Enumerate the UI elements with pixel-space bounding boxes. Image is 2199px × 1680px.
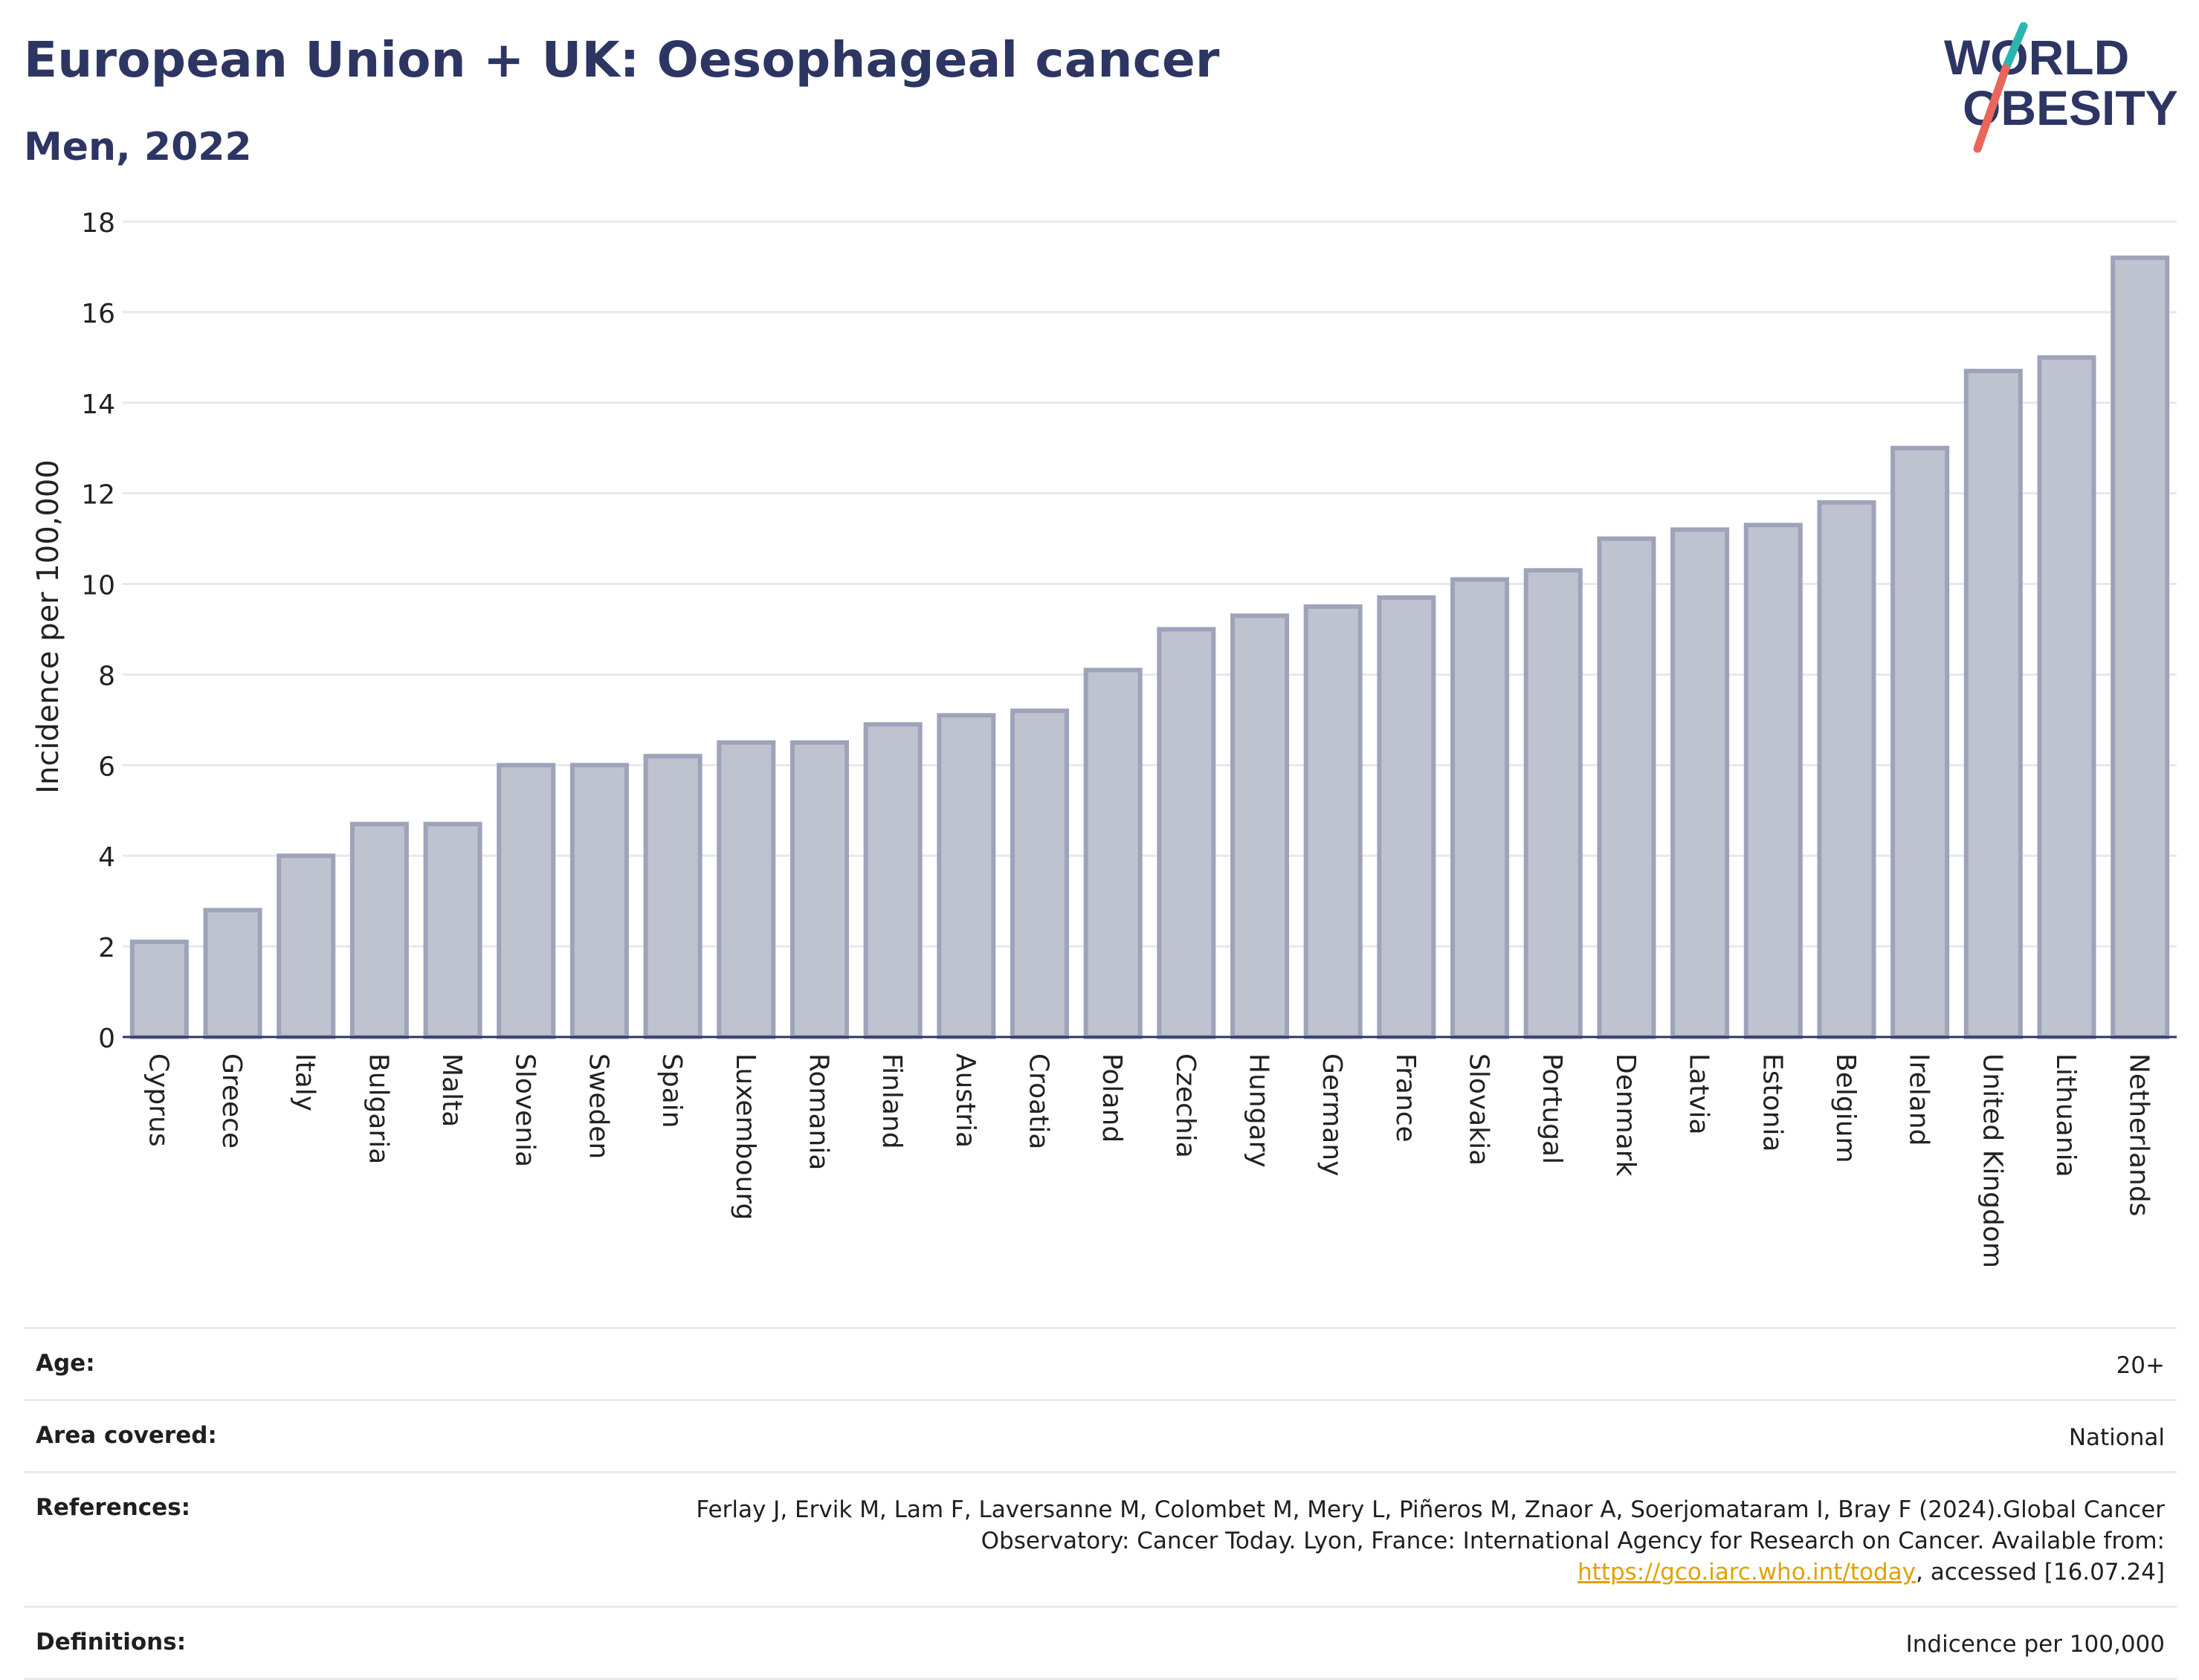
bar <box>1597 536 1656 1039</box>
bar <box>1230 613 1290 1039</box>
x-tick-label: Sweden <box>583 1053 613 1159</box>
y-tick-label: 18 <box>81 208 115 239</box>
info-row-age: Age: 20+ <box>24 1327 2177 1399</box>
area-label: Area covered: <box>36 1422 217 1449</box>
x-tick-label: Malta <box>436 1053 467 1127</box>
info-row-definitions: Definitions: Indicence per 100,000 <box>24 1606 2177 1680</box>
y-tick-label: 8 <box>98 661 115 691</box>
x-tick-label: Germany <box>1317 1053 1347 1176</box>
bar <box>129 940 189 1040</box>
bar <box>1963 369 2023 1040</box>
bar <box>423 821 482 1040</box>
bar <box>1377 595 1436 1039</box>
definitions-value: Indicence per 100,000 <box>1905 1631 2165 1658</box>
x-tick-label: Portugal <box>1537 1053 1567 1164</box>
info-row-references: References: Ferlay J, Ervik M, Lam F, La… <box>24 1471 2177 1606</box>
x-tick-label: Slovenia <box>510 1053 540 1167</box>
x-tick-label: Italy <box>290 1053 320 1111</box>
chart-subtitle: Men, 2022 <box>24 125 252 169</box>
bar <box>497 763 556 1040</box>
x-tick-label: Lithuania <box>2050 1053 2081 1177</box>
bar <box>1523 568 1583 1039</box>
area-value: National <box>2068 1424 2165 1451</box>
x-tick-label: Greece <box>216 1053 247 1148</box>
x-tick-label: Slovakia <box>1464 1053 1494 1166</box>
x-tick-label: Latvia <box>1684 1053 1714 1135</box>
logo-line-world: WORLD <box>1944 30 2129 85</box>
age-label: Age: <box>36 1350 95 1377</box>
x-tick-label: Romania <box>803 1053 833 1170</box>
y-axis-title: Incidence per 100,000 <box>31 459 65 794</box>
y-tick-label: 10 <box>81 571 115 601</box>
axes: 0 2 4 6 8 10 12 14 16 18 Cyprus Greece Italy Bulgaria… <box>81 208 2177 1268</box>
bar <box>349 821 409 1040</box>
bar <box>569 763 629 1040</box>
x-tick-label: Luxembourg <box>730 1053 761 1220</box>
x-tick-label: Austria <box>950 1053 981 1148</box>
x-tick-label: Netherlands <box>2124 1053 2154 1216</box>
x-tick-label: Bulgaria <box>363 1053 393 1164</box>
bar <box>1670 527 1730 1039</box>
bar <box>937 713 996 1039</box>
y-tick-label: 16 <box>81 299 115 329</box>
x-tick-label: Belgium <box>1830 1053 1861 1163</box>
logo-slash-teal <box>2001 22 2028 73</box>
y-tick-label: 12 <box>81 480 115 511</box>
chart-title: European Union + UK: Oesophageal cancer <box>24 31 1220 88</box>
x-tick-label: Spain <box>656 1053 687 1128</box>
x-tick-label: Cyprus <box>143 1053 173 1147</box>
logo-slash-coral <box>1973 64 2010 153</box>
bar <box>203 908 262 1040</box>
x-tick-label: Estonia <box>1757 1053 1787 1152</box>
bar <box>1303 604 1363 1039</box>
references-text: Ferlay J, Ervik M, Lam F, Laversanne M, … <box>696 1496 2165 1554</box>
y-tick-label: 2 <box>98 933 115 963</box>
bar <box>643 754 703 1040</box>
y-tick-label: 6 <box>98 752 115 782</box>
x-tick-label: Poland <box>1097 1053 1127 1143</box>
x-tick-label: France <box>1390 1053 1421 1143</box>
x-tick-label: Denmark <box>1610 1053 1641 1177</box>
bar <box>1743 523 1803 1039</box>
x-tick-label: Finland <box>876 1053 907 1149</box>
x-tick-label: Croatia <box>1023 1053 1053 1149</box>
definitions-label: Definitions: <box>36 1629 187 1655</box>
bar-chart: 0 2 4 6 8 10 12 14 16 18 Cyprus Greece Italy Bulgaria… <box>31 208 2177 1268</box>
bar <box>789 740 849 1039</box>
bar <box>1817 500 1876 1039</box>
x-tick-label: Czechia <box>1170 1053 1201 1158</box>
y-tick-label: 14 <box>81 390 115 420</box>
bar <box>2111 255 2170 1039</box>
bar <box>863 722 923 1039</box>
references-accessed: , accessed [16.07.24] <box>1915 1559 2165 1586</box>
x-tick-label: Ireland <box>1904 1053 1934 1146</box>
info-table: Age: 20+ Area covered: National Referenc… <box>24 1327 2177 1680</box>
y-tick-label: 4 <box>98 842 115 873</box>
bar <box>1450 577 1510 1039</box>
info-row-area: Area covered: National <box>24 1399 2177 1471</box>
age-value: 20+ <box>2116 1352 2165 1379</box>
bar <box>277 853 336 1039</box>
bar <box>1157 627 1216 1039</box>
bar <box>1083 668 1143 1039</box>
y-tick-label: 0 <box>98 1024 115 1054</box>
x-tick-label: Hungary <box>1244 1053 1274 1168</box>
bar <box>717 740 776 1039</box>
bar <box>1890 445 1950 1039</box>
world-obesity-logo: WORLD OBESITY <box>1944 22 2178 153</box>
references-link[interactable]: https://gco.iarc.who.int/today <box>1578 1559 1916 1586</box>
x-tick-label: United Kingdom <box>1977 1053 2007 1268</box>
bar <box>1010 708 1069 1039</box>
bar <box>2037 355 2096 1040</box>
bars <box>129 255 2170 1040</box>
references-label: References: <box>36 1494 191 1521</box>
references-value: Ferlay J, Ervik M, Lam F, Laversanne M, … <box>663 1494 2165 1588</box>
